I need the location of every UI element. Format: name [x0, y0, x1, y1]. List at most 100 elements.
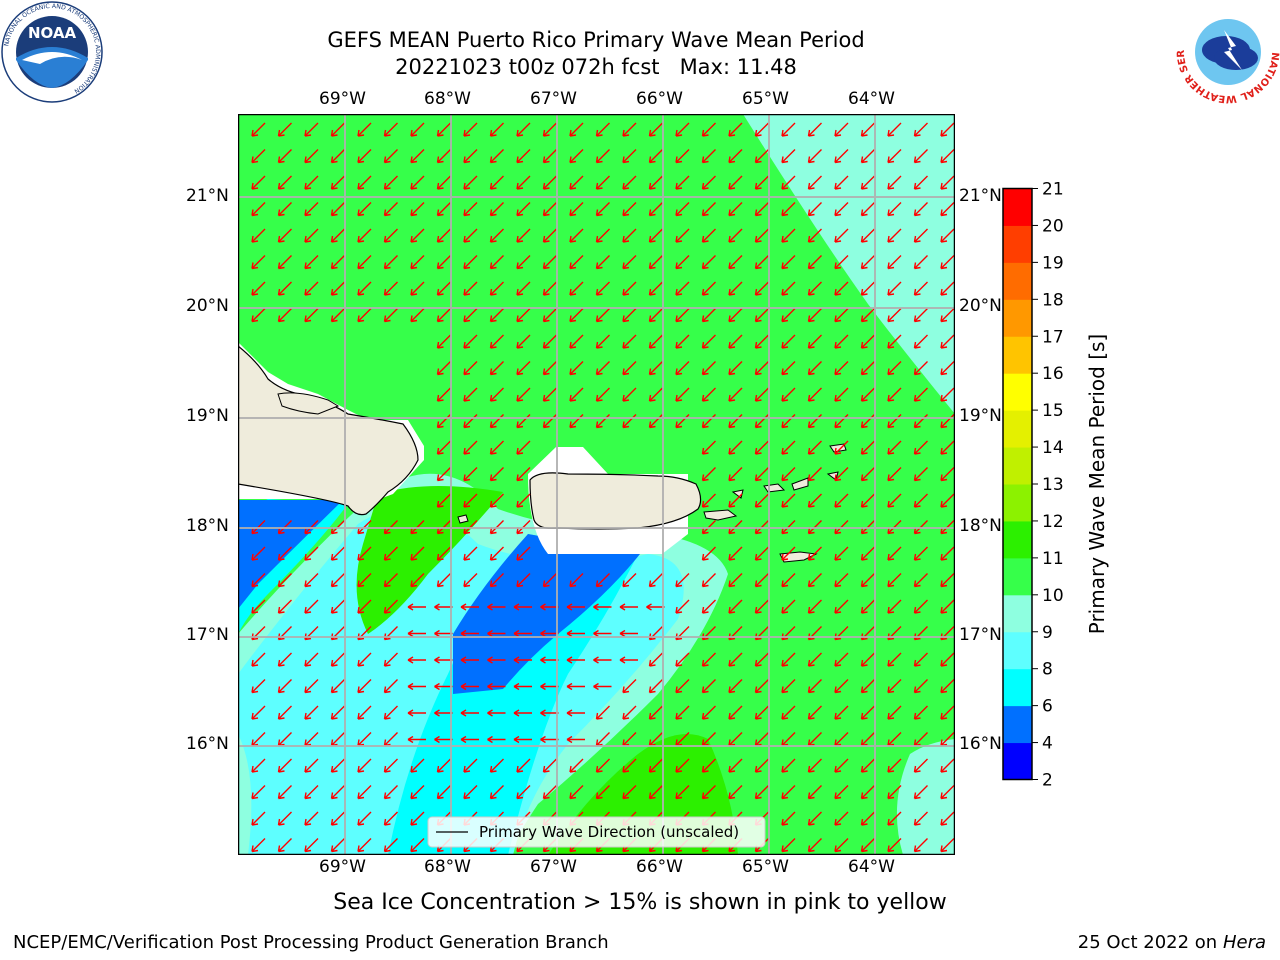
wave-arrow	[516, 308, 531, 323]
wave-arrow	[410, 758, 425, 773]
wave-arrow	[330, 202, 345, 217]
wave-arrow	[807, 361, 822, 376]
colorbar-segment	[1003, 336, 1032, 374]
wave-arrow	[701, 785, 716, 800]
wave-arrow	[330, 149, 345, 164]
wave-arrow	[728, 599, 743, 614]
wave-arrow	[701, 546, 716, 561]
wave-arrow	[357, 652, 372, 667]
wave-arrow	[622, 149, 637, 164]
wave-arrow	[834, 387, 849, 402]
wave-arrow	[251, 175, 266, 190]
wave-arrow	[513, 682, 532, 691]
noaa-logo-text: NOAA	[28, 24, 77, 42]
wave-arrow	[277, 228, 292, 243]
colorbar-segment	[1003, 299, 1032, 337]
wave-arrow	[489, 467, 504, 482]
wave-arrow	[489, 546, 504, 561]
wave-arrow	[463, 573, 478, 588]
lon-label-top-3: 67°W	[530, 89, 577, 109]
wave-arrow	[277, 122, 292, 137]
wave-arrow	[887, 414, 902, 429]
wave-arrow	[940, 467, 955, 482]
colorbar-segment	[1003, 447, 1032, 485]
wave-arrow	[436, 758, 451, 773]
colorbar-segment	[1003, 557, 1032, 596]
wave-arrow	[436, 149, 451, 164]
wave-arrow	[860, 255, 875, 270]
footer-org: NCEP/EMC/Verification Post Processing Pr…	[13, 932, 609, 953]
wave-arrow	[516, 122, 531, 137]
wave-arrow	[407, 735, 426, 744]
wave-arrow	[383, 785, 398, 800]
map-frame	[238, 114, 955, 855]
wave-period-map: Primary Wave Direction (unscaled)	[238, 114, 955, 855]
colorbar-tick-label: 6	[1042, 697, 1053, 717]
wave-arrow	[410, 308, 425, 323]
wave-arrow	[887, 202, 902, 217]
wave-arrow	[860, 334, 875, 349]
wave-arrow	[304, 573, 319, 588]
wave-arrow	[781, 149, 796, 164]
wave-arrow	[940, 361, 955, 376]
wave-arrow	[940, 785, 955, 800]
wave-arrow	[675, 281, 690, 296]
wave-arrow	[277, 308, 292, 323]
wave-arrow	[436, 122, 451, 137]
wave-arrow	[516, 573, 531, 588]
wave-arrow	[566, 735, 585, 744]
wave-arrow	[357, 546, 372, 561]
wave-arrow	[807, 785, 822, 800]
map-title-line2: 20221023 t00z 072h fcst Max: 11.48	[395, 55, 797, 79]
wave-arrow	[648, 573, 663, 588]
wave-arrow	[622, 255, 637, 270]
wave-arrow	[304, 679, 319, 694]
wave-arrow	[569, 281, 584, 296]
wave-arrow	[463, 122, 478, 137]
wave-arrow	[834, 652, 849, 667]
wave-arrow	[807, 202, 822, 217]
wave-arrow	[887, 255, 902, 270]
wave-arrow	[754, 705, 769, 720]
wave-arrow	[516, 361, 531, 376]
wave-arrow	[277, 838, 292, 853]
wave-arrow	[675, 202, 690, 217]
wave-arrow	[807, 414, 822, 429]
wave-arrow	[887, 308, 902, 323]
wave-arrow	[542, 122, 557, 137]
wave-arrow	[489, 202, 504, 217]
wave-arrow	[251, 652, 266, 667]
wave-arrow	[781, 308, 796, 323]
wave-arrow	[277, 149, 292, 164]
wave-arrow	[595, 785, 610, 800]
wave-arrow	[913, 281, 928, 296]
wave-arrow	[436, 573, 451, 588]
wave-arrow	[728, 785, 743, 800]
wave-arrow	[516, 758, 531, 773]
wave-arrow	[913, 308, 928, 323]
wave-arrow	[860, 838, 875, 853]
wave-arrow	[940, 334, 955, 349]
wave-arrow	[834, 361, 849, 376]
wave-arrow	[304, 785, 319, 800]
wave-arrow	[383, 573, 398, 588]
wave-arrow	[807, 599, 822, 614]
wave-arrow	[913, 414, 928, 429]
wave-arrow	[940, 281, 955, 296]
wave-arrow	[701, 255, 716, 270]
wave-arrow	[569, 758, 584, 773]
wave-arrow	[648, 361, 663, 376]
wave-arrow	[277, 599, 292, 614]
wave-arrow	[357, 122, 372, 137]
lat-label-left-2: 20°N	[186, 296, 229, 316]
wave-arrow	[913, 546, 928, 561]
wave-arrow	[754, 758, 769, 773]
wave-arrow	[834, 785, 849, 800]
wave-arrow	[436, 440, 451, 455]
wave-arrow	[540, 709, 559, 717]
colorbar-tick-label: 18	[1042, 290, 1064, 310]
wave-arrow	[593, 682, 612, 691]
noaa-logo: NOAA NATIONAL OCEANIC AND ATMOSPHERIC AD…	[1, 1, 103, 103]
wave-arrow	[807, 149, 822, 164]
wave-arrow	[330, 705, 345, 720]
